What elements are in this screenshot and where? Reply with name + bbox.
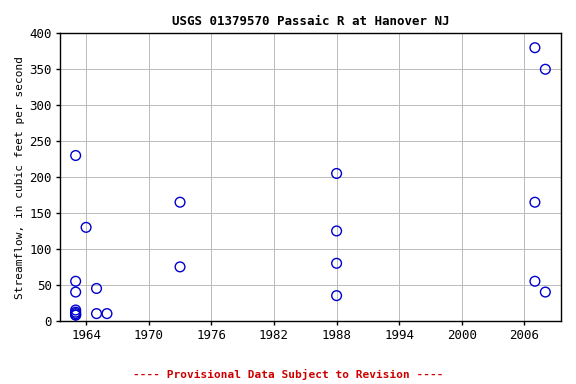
- Point: [92, 285, 101, 291]
- Point: [103, 311, 112, 317]
- Title: USGS 01379570 Passaic R at Hanover NJ: USGS 01379570 Passaic R at Hanover NJ: [172, 15, 449, 28]
- Point: [71, 307, 80, 313]
- Point: [332, 170, 341, 177]
- Y-axis label: Streamflow, in cubic feet per second: Streamflow, in cubic feet per second: [15, 56, 25, 299]
- Point: [176, 199, 185, 205]
- Point: [530, 45, 540, 51]
- Point: [530, 199, 540, 205]
- Point: [541, 66, 550, 72]
- Point: [71, 278, 80, 284]
- Point: [176, 264, 185, 270]
- Point: [71, 311, 80, 317]
- Text: ---- Provisional Data Subject to Revision ----: ---- Provisional Data Subject to Revisio…: [132, 369, 444, 380]
- Point: [81, 224, 90, 230]
- Point: [71, 309, 80, 315]
- Point: [541, 289, 550, 295]
- Point: [92, 311, 101, 317]
- Point: [71, 312, 80, 318]
- Point: [71, 289, 80, 295]
- Point: [332, 293, 341, 299]
- Point: [71, 152, 80, 159]
- Point: [332, 228, 341, 234]
- Point: [71, 312, 80, 318]
- Point: [332, 260, 341, 266]
- Point: [530, 278, 540, 284]
